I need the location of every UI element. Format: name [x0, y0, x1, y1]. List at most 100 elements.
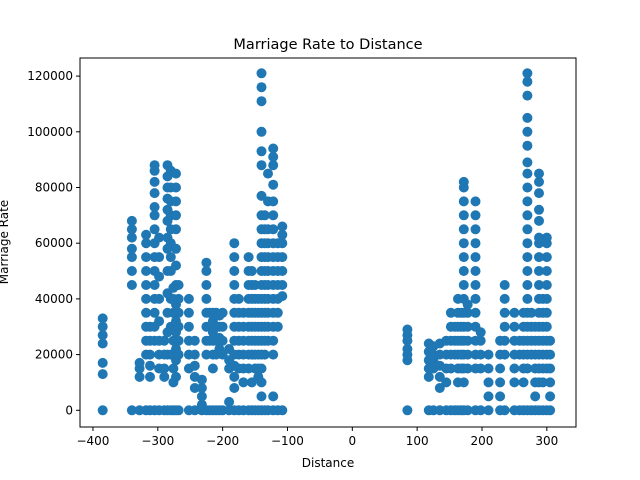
data-point — [154, 316, 165, 327]
data-point — [171, 224, 181, 235]
data-point — [522, 280, 533, 290]
data-point — [145, 360, 155, 371]
data-point — [168, 363, 179, 374]
data-point — [183, 293, 194, 304]
data-point — [217, 321, 228, 332]
data-point — [541, 280, 552, 290]
data-point — [499, 349, 510, 360]
data-point — [509, 363, 520, 374]
data-point — [470, 210, 481, 221]
data-point — [458, 377, 469, 388]
data-point — [268, 349, 279, 360]
data-point — [173, 293, 184, 304]
data-point — [499, 405, 510, 416]
y-axis: 0 20000 40000 60000 80000 100000 120000 — [27, 69, 80, 417]
data-point — [159, 371, 170, 382]
data-point — [509, 377, 520, 388]
data-point — [154, 232, 165, 243]
data-point — [445, 307, 456, 318]
data-point — [534, 204, 544, 215]
data-point — [526, 307, 537, 318]
data-point — [441, 377, 452, 388]
data-point — [462, 363, 473, 374]
data-point — [462, 349, 473, 360]
data-point — [470, 252, 481, 263]
data-point — [256, 391, 267, 402]
data-point — [483, 405, 494, 416]
data-point — [277, 221, 288, 232]
data-point — [149, 307, 160, 318]
data-point — [458, 210, 469, 221]
data-point — [268, 196, 279, 207]
data-point — [522, 266, 533, 276]
data-point — [173, 335, 184, 346]
data-point — [189, 360, 200, 371]
data-point — [445, 363, 456, 374]
y-tick-label: 100000 — [27, 125, 73, 139]
data-point — [126, 243, 137, 254]
data-point — [154, 271, 165, 282]
data-point — [201, 293, 212, 304]
data-point — [126, 224, 137, 235]
data-point — [97, 321, 108, 332]
data-point — [470, 224, 481, 235]
data-point — [268, 151, 279, 162]
data-point — [475, 349, 486, 360]
data-point — [154, 252, 165, 263]
data-point — [256, 126, 267, 137]
data-point — [149, 188, 160, 199]
data-point — [246, 266, 257, 276]
data-point — [149, 202, 160, 212]
data-point — [141, 238, 152, 249]
data-point — [545, 405, 556, 416]
data-point — [475, 327, 486, 338]
data-point — [149, 176, 160, 187]
data-point — [475, 405, 486, 416]
data-point — [545, 391, 556, 402]
data-point — [470, 238, 481, 249]
x-axis-label: Distance — [302, 456, 354, 470]
data-point — [402, 324, 413, 335]
data-point — [499, 307, 510, 318]
data-point — [171, 196, 181, 207]
data-point — [534, 252, 544, 263]
data-point — [217, 349, 228, 360]
data-point — [259, 210, 270, 221]
data-point — [268, 335, 279, 346]
data-point — [522, 363, 533, 374]
data-point — [154, 293, 165, 304]
data-point — [495, 363, 506, 374]
data-point — [522, 157, 533, 168]
data-point — [171, 182, 181, 193]
data-point — [233, 293, 244, 304]
data-point — [159, 335, 170, 346]
data-point — [126, 232, 137, 243]
data-point — [183, 321, 194, 332]
data-point — [229, 280, 240, 290]
data-point — [134, 371, 145, 382]
data-point — [201, 257, 212, 268]
data-point — [224, 396, 235, 407]
data-point — [171, 168, 181, 179]
data-point — [238, 377, 249, 388]
data-point — [483, 377, 494, 388]
data-point — [522, 126, 533, 137]
data-point — [189, 383, 200, 393]
data-point — [263, 168, 273, 179]
data-point — [522, 112, 533, 123]
data-point — [530, 391, 541, 402]
data-point — [475, 363, 486, 374]
y-tick-label: 120000 — [27, 69, 73, 83]
data-point — [458, 252, 469, 263]
data-point — [229, 383, 240, 393]
data-point — [522, 182, 533, 193]
x-tick-label: 300 — [535, 434, 558, 448]
data-point — [256, 146, 267, 157]
data-point — [97, 330, 108, 341]
data-point — [402, 344, 413, 354]
chart-title: Marriage Rate to Distance — [233, 37, 422, 53]
data-point — [545, 363, 556, 374]
y-tick-label: 60000 — [35, 236, 73, 250]
data-point — [97, 357, 108, 368]
